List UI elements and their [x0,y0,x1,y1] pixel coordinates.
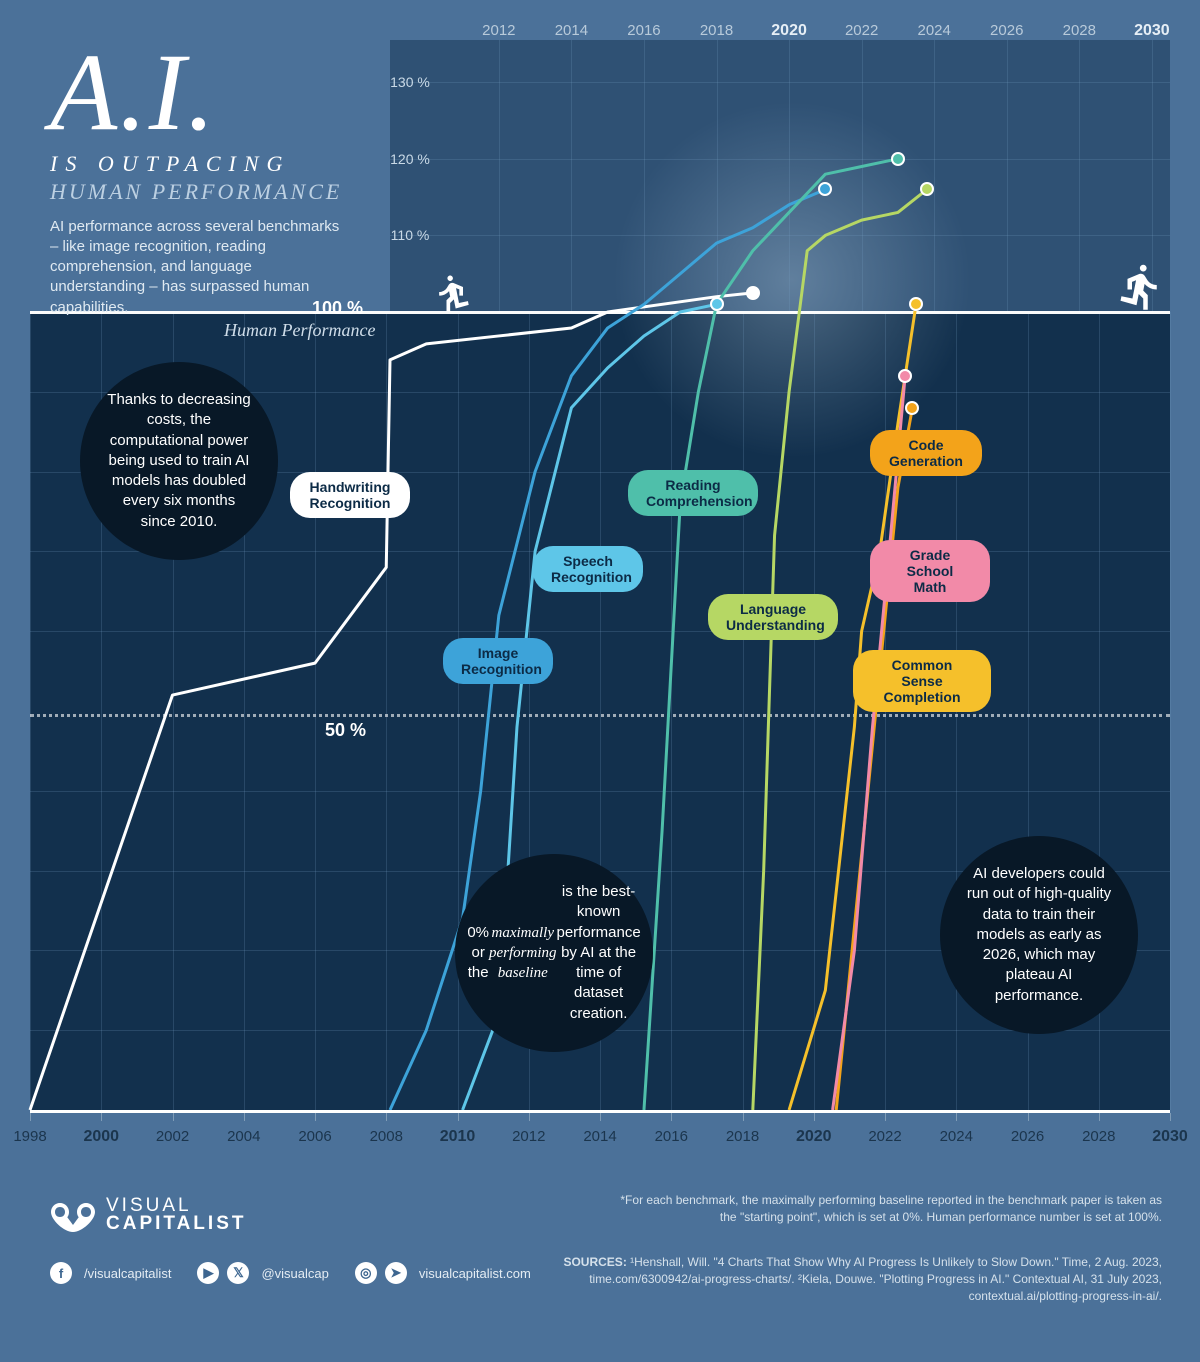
social-label: visualcapitalist.com [419,1266,531,1281]
title-sub1: IS OUTPACING [50,151,380,177]
infographic-root: 110 %120 %130 % 100 % Human Performance … [0,0,1200,1362]
xtick-mark [743,1113,744,1121]
xtick-mark [315,1113,316,1121]
title-block: A.I. IS OUTPACING HUMAN PERFORMANCE AI p… [50,40,380,318]
xtick-mark [244,1113,245,1121]
xtick-bottom: 2018 [726,1128,759,1145]
xtick-mark [600,1113,601,1121]
xtick-mark [101,1113,102,1121]
xtick-mark [386,1113,387,1121]
series-endpoint [898,369,912,383]
brand-text: VISUALCAPITALIST [106,1197,246,1233]
title-sub2: HUMAN PERFORMANCE [50,179,380,205]
social-icon[interactable]: ▶ [197,1262,219,1284]
series-label: SpeechRecognition [533,546,643,592]
xtick-bottom: 2026 [1011,1128,1044,1145]
xtick-bottom: 2022 [868,1128,901,1145]
runner-icon-right [1112,258,1170,312]
social-icon[interactable]: 𝕏 [227,1262,249,1284]
xtick-mark [173,1113,174,1121]
callout-baseline: 0% or the maximally performing baseline … [455,854,653,1052]
xtick-mark [1170,1113,1171,1121]
xtick-mark [458,1113,459,1121]
xtick-mark [885,1113,886,1121]
brand-logo: VISUALCAPITALIST [50,1195,246,1235]
series-label: LanguageUnderstanding [708,594,838,640]
xtick-bottom: 2014 [583,1128,616,1145]
series-label: ImageRecognition [443,638,553,684]
callout-data: AI developers could run out of high-qual… [940,836,1138,1034]
runner-icon-left [428,270,476,314]
xtick-bottom: 2000 [83,1128,119,1146]
series-endpoint [818,182,832,196]
series-endpoint [710,297,724,311]
xtick-bottom: 2030 [1152,1128,1188,1146]
xtick-bottom: 2006 [298,1128,331,1145]
series-endpoint [746,286,760,300]
xtick-bottom: 2008 [370,1128,403,1145]
xtick-mark [814,1113,815,1121]
series-endpoint [920,182,934,196]
title-main: A.I. [50,40,380,145]
series-label: ReadingComprehension [628,470,758,516]
series-endpoint [891,152,905,166]
fine-print-sources: SOURCES: ¹Henshall, Will. "4 Charts That… [552,1254,1162,1304]
xtick-mark [671,1113,672,1121]
series-endpoint [909,297,923,311]
social-label: /visualcapitalist [84,1266,171,1281]
series-label: Common SenseCompletion [853,650,991,712]
xtick-mark [30,1113,31,1121]
xtick-bottom: 2002 [156,1128,189,1145]
series-label: HandwritingRecognition [290,472,410,518]
xtick-bottom: 2028 [1082,1128,1115,1145]
xtick-mark [1099,1113,1100,1121]
title-desc: AI performance across several benchmarks… [50,217,350,318]
social-icon[interactable]: ➤ [385,1262,407,1284]
fine-print-1: *For each benchmark, the maximally perfo… [602,1192,1162,1226]
social-icon[interactable]: ◎ [355,1262,377,1284]
xtick-bottom: 2024 [940,1128,973,1145]
xtick-bottom: 2016 [655,1128,688,1145]
xtick-mark [529,1113,530,1121]
xtick-bottom: 1998 [13,1128,46,1145]
xtick-bottom: 2012 [512,1128,545,1145]
series-label: Grade SchoolMath [870,540,990,602]
social-icon[interactable]: f [50,1262,72,1284]
vc-logo-icon [50,1195,96,1235]
series-endpoint [905,401,919,415]
xtick-bottom: 2010 [440,1128,476,1146]
xtick-mark [956,1113,957,1121]
xtick-mark [1028,1113,1029,1121]
social-label: @visualcap [261,1266,328,1281]
series-label: CodeGeneration [870,430,982,476]
xtick-bottom: 2004 [227,1128,260,1145]
social-links: f/visualcapitalist ▶ 𝕏 @visualcap ◎ ➤ visualca… [50,1262,549,1284]
callout-cost: Thanks to decreasing costs, the computat… [80,362,278,560]
xtick-bottom: 2020 [796,1128,832,1146]
series-path [833,376,906,1110]
